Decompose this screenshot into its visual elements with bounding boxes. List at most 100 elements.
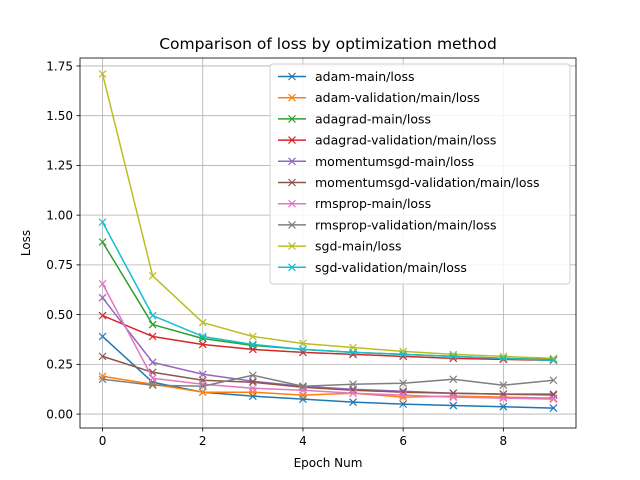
data-point-marker (148, 381, 157, 390)
data-point-marker (98, 218, 107, 227)
data-point-marker (148, 374, 157, 383)
series-line (102, 335, 554, 409)
data-point-marker (98, 293, 107, 302)
data-point-marker (148, 311, 157, 320)
legend-item: rmsprop-validation/main/loss (278, 217, 497, 232)
data-point-marker (399, 391, 408, 400)
data-point-marker (98, 375, 107, 384)
y-axis-title: Loss (19, 230, 33, 256)
legend-swatch-marker (288, 199, 296, 208)
data-point-marker (449, 375, 458, 384)
y-tick-label: 1.75 (46, 59, 73, 73)
y-tick-label: 0.50 (46, 308, 73, 322)
x-tick-label: 6 (399, 434, 407, 448)
data-point-marker (499, 394, 508, 403)
legend-box (269, 63, 571, 285)
y-tick-label: 0.00 (46, 407, 73, 421)
data-point-marker (248, 340, 257, 349)
series-line (102, 374, 554, 387)
data-point-marker (549, 356, 558, 365)
data-point-marker (549, 355, 558, 364)
series-line (102, 375, 554, 399)
data-point-marker (98, 372, 107, 381)
data-point-marker (148, 332, 157, 341)
legend-label: adam-main/loss (315, 69, 415, 84)
series-line (101, 73, 554, 360)
y-tick-label: 0.75 (46, 258, 73, 272)
x-tick-label: 4 (299, 434, 307, 448)
legend-label: sgd-main/loss (315, 239, 401, 254)
data-point-marker (98, 279, 107, 288)
legend-item: sgd-validation/main/loss (278, 260, 467, 275)
legend-item: momentumsgd-validation/main/loss (278, 175, 540, 190)
data-point-marker (499, 354, 508, 363)
legend-label: adam-validation/main/loss (315, 90, 480, 105)
legend-swatch-marker (288, 263, 296, 272)
data-point-marker (499, 402, 508, 411)
series-line (102, 355, 554, 395)
data-point-marker (299, 345, 307, 354)
data-point-marker (349, 380, 357, 389)
data-point-marker (98, 238, 107, 246)
legend-swatch-marker (288, 114, 296, 123)
data-point-marker (449, 401, 458, 410)
legend-swatch-marker (288, 242, 296, 251)
chart-title: Comparison of loss by optimization metho… (159, 35, 497, 53)
data-point-marker (248, 384, 257, 393)
data-point-marker (299, 339, 307, 348)
legend-label: momentumsgd-validation/main/loss (315, 175, 540, 190)
data-point-marker (198, 332, 207, 341)
data-point-marker (248, 332, 257, 341)
data-point-marker (198, 370, 207, 379)
series-line (102, 314, 554, 362)
legend-item: momentumsgd-main/loss (278, 154, 474, 169)
legend-label: momentumsgd-main/loss (315, 154, 474, 169)
x-axis-title: Epoch Num (294, 456, 363, 470)
series-rmsprop-validation-main-loss (98, 371, 558, 391)
legend-item: adagrad-main/loss (278, 111, 431, 126)
legend-label: rmsprop-validation/main/loss (315, 217, 497, 232)
data-point-marker (198, 340, 207, 349)
data-point-marker (248, 378, 257, 387)
x-tick-label: 8 (500, 434, 508, 448)
y-tick-label: 1.50 (46, 109, 73, 123)
legend-label: adagrad-main/loss (315, 111, 431, 126)
legend-swatch-marker (288, 157, 296, 166)
data-point-marker (198, 382, 207, 391)
y-tick-label: 1.00 (46, 208, 73, 222)
data-point-marker (248, 371, 257, 380)
series-sgd-validation-main-loss (98, 218, 558, 365)
data-point-marker (198, 388, 207, 397)
legend-item: sgd-main/loss (278, 239, 401, 254)
data-point-marker (549, 404, 558, 413)
legend-swatch-marker (288, 72, 296, 81)
x-tick-label: 2 (199, 434, 207, 448)
data-point-marker (549, 395, 558, 404)
x-tick-label: 0 (99, 434, 107, 448)
y-tick-label: 0.25 (46, 358, 73, 372)
legend-item: adam-main/loss (278, 69, 415, 84)
legend-swatch-marker (288, 136, 296, 145)
legend-swatch-marker (288, 93, 296, 102)
data-point-marker (148, 358, 157, 367)
legend-label: rmsprop-main/loss (315, 196, 431, 211)
data-point-marker (98, 332, 107, 341)
data-point-marker (399, 400, 408, 409)
legend-item: adagrad-validation/main/loss (278, 133, 496, 148)
data-point-marker (98, 352, 107, 361)
data-point-marker (399, 379, 408, 388)
data-point-marker (98, 311, 107, 320)
data-point-marker (98, 69, 107, 78)
series-line (101, 221, 554, 362)
data-point-marker (349, 389, 357, 398)
legend-label: adagrad-validation/main/loss (315, 133, 496, 148)
data-point-marker (499, 381, 508, 390)
series-group (98, 69, 558, 413)
data-point-marker (449, 352, 458, 361)
series-rmsprop-main-loss (98, 279, 558, 404)
legend-swatch-marker (288, 220, 296, 229)
plot-area-frame (79, 57, 577, 429)
data-point-marker (148, 320, 157, 329)
data-point-marker (349, 398, 357, 407)
